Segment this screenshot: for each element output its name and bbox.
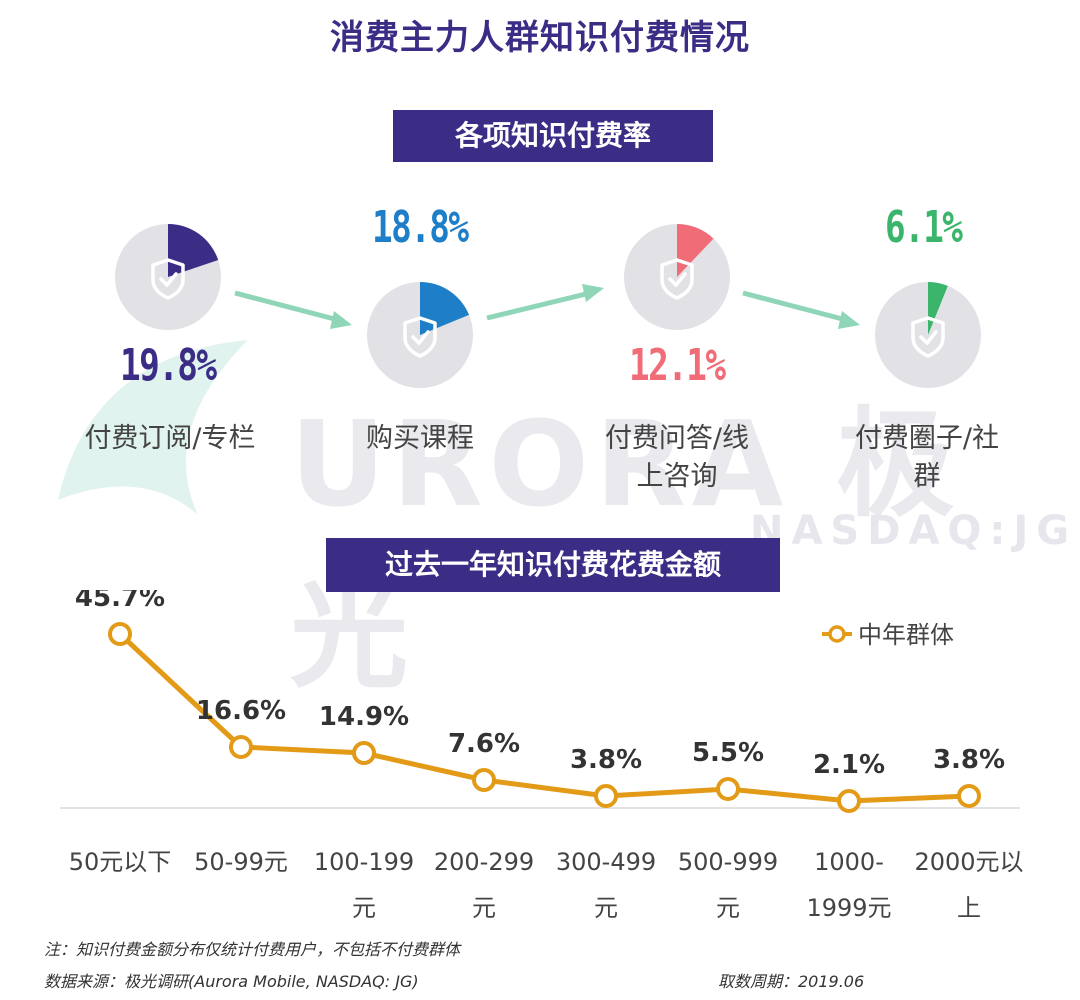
rate-course: 18.8% bbox=[372, 202, 469, 253]
section-banner-rates: 各项知识付费率 bbox=[393, 110, 713, 162]
x-tick-label: 100-199 元 bbox=[314, 848, 414, 922]
data-point bbox=[229, 735, 253, 759]
data-point bbox=[352, 741, 376, 765]
shield-check-icon bbox=[151, 258, 185, 300]
label-subscription: 付费订阅/专栏 bbox=[84, 423, 256, 454]
data-label: 45.7% bbox=[75, 590, 165, 613]
legend-label: 中年群体 bbox=[858, 621, 954, 649]
rate-qa: 12.1% bbox=[629, 340, 726, 391]
data-point bbox=[108, 622, 132, 646]
arrow-3 bbox=[742, 290, 860, 329]
shield-check-icon bbox=[911, 316, 945, 358]
data-source: 数据来源：极光调研(Aurora Mobile, NASDAQ: JG) bbox=[44, 972, 419, 991]
data-point bbox=[716, 777, 740, 801]
x-tick-label: 50元以下 bbox=[69, 848, 172, 876]
x-tick-label: 50-99元 bbox=[194, 848, 288, 876]
x-tick-label: 200-299 元 bbox=[434, 848, 534, 922]
shield-check-icon bbox=[403, 316, 437, 358]
data-label: 3.8% bbox=[570, 745, 642, 775]
data-point bbox=[594, 784, 618, 808]
footnote: 注：知识付费金额分布仅统计付费用户，不包括不付费群体 bbox=[44, 940, 461, 959]
data-label: 2.1% bbox=[813, 750, 885, 780]
shield-check-icon bbox=[660, 258, 694, 300]
x-tick-label: 500-999 元 bbox=[678, 848, 778, 922]
series-line-middle-aged bbox=[118, 632, 970, 804]
legend: 中年群体 bbox=[822, 621, 954, 649]
data-label: 16.6% bbox=[196, 696, 286, 726]
data-point bbox=[472, 768, 496, 792]
rate-community: 6.1% bbox=[885, 202, 963, 253]
section-banner-spending: 过去一年知识付费花费金额 bbox=[326, 538, 780, 592]
x-tick-label: 300-499 元 bbox=[556, 848, 656, 922]
data-label: 14.9% bbox=[319, 702, 409, 732]
rate-subscription: 19.8% bbox=[120, 340, 217, 391]
donut-slice bbox=[928, 282, 948, 335]
label-qa: 付费问答/线上咨询 bbox=[604, 423, 750, 492]
donut-course bbox=[367, 282, 473, 388]
x-tick-label: 2000元以上 bbox=[914, 848, 1023, 922]
page-title: 消费主力人群知识付费情况 bbox=[330, 18, 750, 58]
arrow-2 bbox=[486, 284, 604, 321]
label-community: 付费圈子/社群 bbox=[854, 423, 1000, 492]
watermark-sub: NASDAQ:JG bbox=[750, 508, 1078, 554]
data-point bbox=[957, 784, 981, 808]
aurora-logo-watermark bbox=[58, 340, 248, 515]
data-point bbox=[837, 789, 861, 813]
donut-community bbox=[875, 282, 981, 388]
donut-subscription bbox=[115, 224, 221, 330]
arrow-1 bbox=[234, 290, 352, 329]
data-label: 7.6% bbox=[448, 729, 520, 759]
spending-line-chart: 45.7% 16.6% 14.9% 7.6% 3.8% 5.5% 2.1% 3.8% 50元以下… bbox=[60, 590, 1024, 922]
data-label: 5.5% bbox=[692, 738, 764, 768]
data-period: 取数周期：2019.06 bbox=[718, 972, 865, 991]
x-tick-label: 1000-1999元 bbox=[806, 848, 891, 922]
donut-qa bbox=[624, 224, 730, 330]
label-course: 购买课程 bbox=[366, 423, 474, 454]
data-label: 3.8% bbox=[933, 745, 1005, 775]
